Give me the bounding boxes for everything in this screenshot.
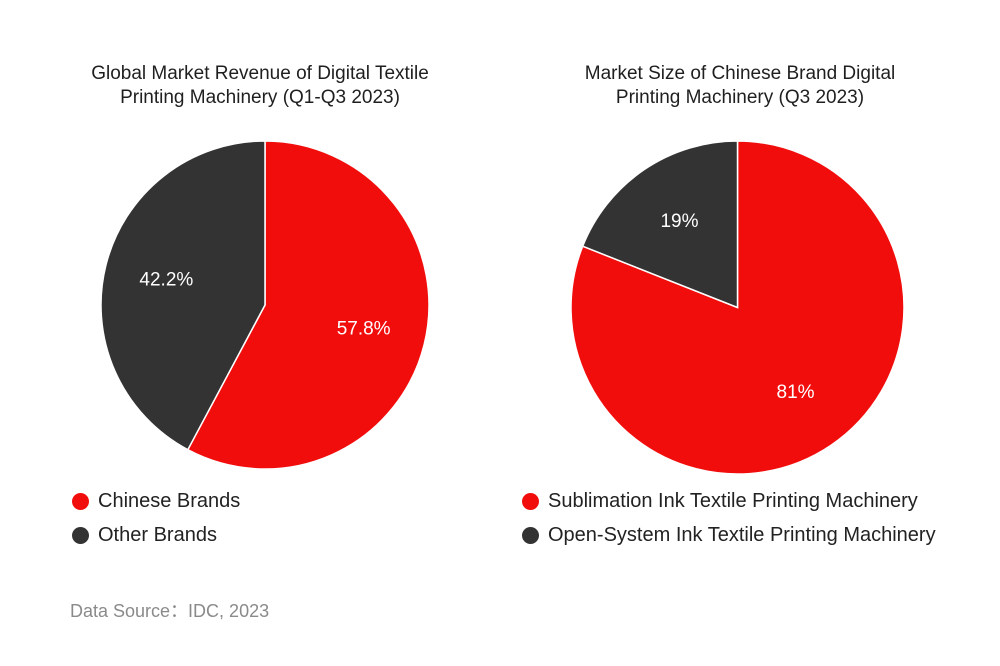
slice-percent-label: 19% [660,211,698,232]
legend-label: Chinese Brands [98,490,241,512]
legend-label: Sublimation Ink Textile Printing Machine… [548,490,918,512]
legend-dot-icon [72,526,89,544]
data-source-note: Data Source：IDC, 2023 [70,601,270,621]
legend-label: Open-System Ink Textile Printing Machine… [548,524,936,546]
legend-item-open-system-ink: Open-System Ink Textile Printing Machine… [522,518,936,552]
legend-item-chinese-brands: Chinese Brands [72,484,240,518]
right-legend: Sublimation Ink Textile Printing Machine… [522,484,936,552]
left-chart-title-line-2: Printing Machinery (Q1-Q3 2023) [120,87,400,108]
legend-item-other-brands: Other Brands [72,518,240,552]
slice-percent-label: 81% [777,382,815,403]
legend-dot-icon [522,526,539,544]
pie-slice-other-brands [100,140,266,451]
right-chart-title-line-1: Market Size of Chinese Brand Digital [584,63,896,84]
right-chart-title: Market Size of Chinese Brand Digital Pri… [530,62,950,110]
right-chart-title-line-2: Printing Machinery (Q3 2023) [615,87,865,108]
legend-dot-icon [72,492,89,510]
pie-slice-chinese-brands [186,140,430,470]
legend-label: Other Brands [98,524,217,546]
left-legend: Chinese Brands Other Brands [72,484,240,552]
legend-dot-icon [522,492,539,510]
right-pie-chart: 81% 19% [570,140,905,475]
slice-percent-label: 57.8% [337,319,391,340]
pie-slice-sublimation-ink-textile-printing-machinery [570,140,905,475]
pie-slice-open-system-ink-textile-printing-machinery [581,140,739,309]
slice-percent-label: 42.2% [139,269,193,290]
left-chart-title-line-1: Global Market Revenue of Digital Textile [91,63,429,84]
left-chart-title: Global Market Revenue of Digital Textile… [60,62,460,110]
left-pie-chart: 57.8% 42.2% [100,140,430,470]
legend-item-sublimation-ink: Sublimation Ink Textile Printing Machine… [522,484,936,518]
